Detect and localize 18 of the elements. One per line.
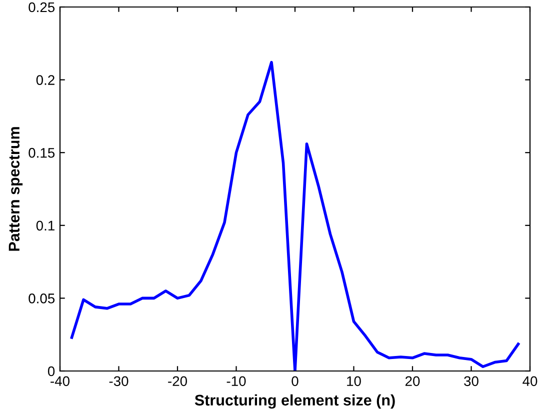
x-tick-label: -30 <box>109 376 128 386</box>
y-tick-label: 0.05 <box>28 294 55 304</box>
y-tick-label: 0 <box>48 366 55 376</box>
x-tick-label: -20 <box>168 376 187 386</box>
x-tick-label: -10 <box>226 376 246 386</box>
x-tick-label: 20 <box>405 376 420 386</box>
y-axis-title: Pattern spectrum <box>8 127 23 251</box>
y-tick-label: 0.15 <box>28 148 55 158</box>
x-tick-label: -40 <box>50 376 70 386</box>
line-series <box>70 60 520 371</box>
y-tick-label: 0.1 <box>36 220 54 231</box>
y-tick-label: 0.2 <box>36 75 54 85</box>
x-tick-label: 0 <box>292 376 298 386</box>
x-tick-label: 30 <box>464 376 478 386</box>
x-tick-label: 10 <box>347 376 361 386</box>
x-tick-label: 40 <box>522 376 538 386</box>
y-tick-label: 0.25 <box>28 2 55 12</box>
x-axis-title: Structuring element size (n) <box>194 394 395 409</box>
